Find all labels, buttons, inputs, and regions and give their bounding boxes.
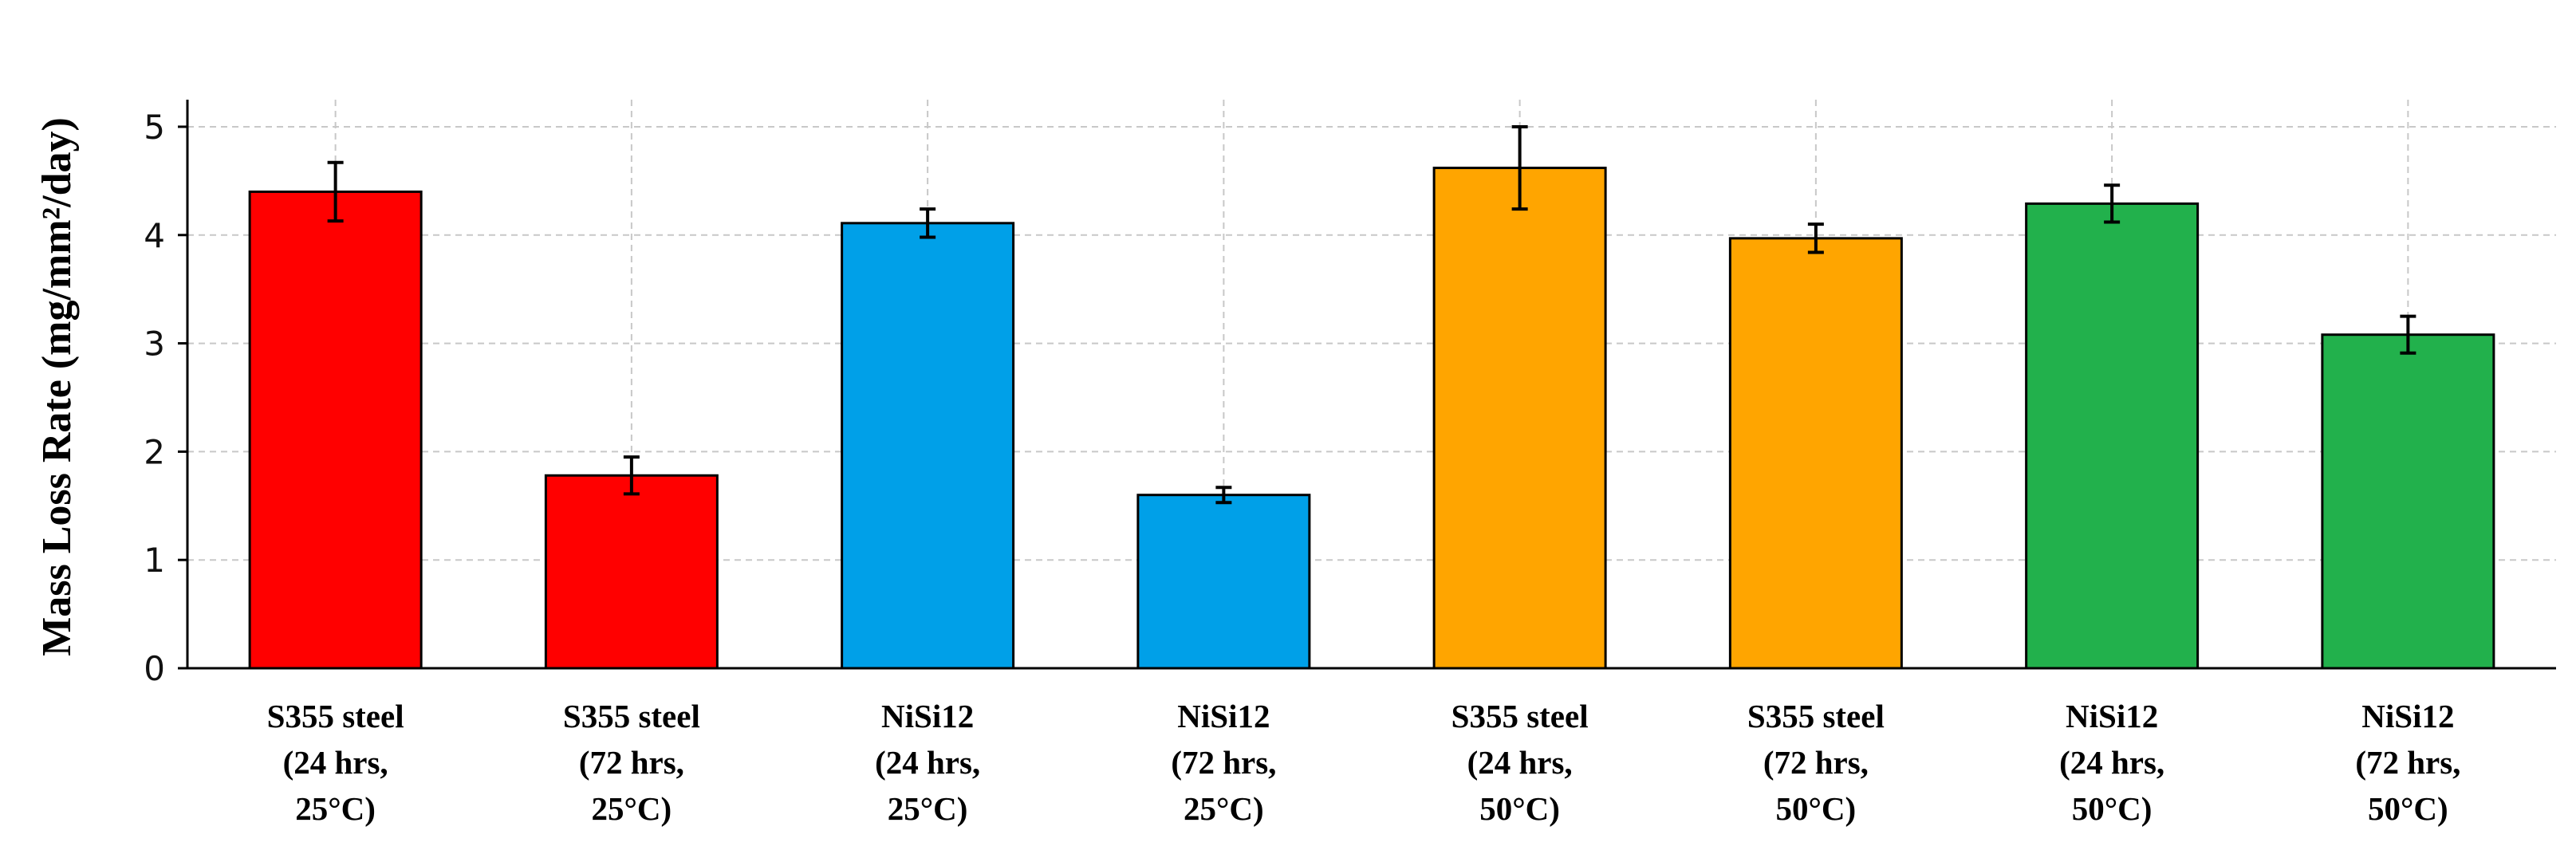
bar [1136,494,1311,670]
category-label-line: S355 steel [563,698,700,734]
category-label-line: (72 hrs, [579,744,684,781]
bar [2025,202,2200,670]
category-label-line: (72 hrs, [1763,744,1869,781]
y-tick-label: 3 [144,325,165,364]
category-label-line: S355 steel [1451,698,1589,734]
y-tick-label: 0 [144,649,165,688]
category-label-line: (24 hrs, [1467,744,1573,781]
category-label-line: NiSi12 [881,698,974,734]
axes [186,100,2556,670]
category-label-line: (24 hrs, [283,744,388,781]
category-label-line: 25°C) [1184,790,1264,827]
y-tick-labels: 0 1 2 3 4 5 [144,108,187,688]
category-label-line: 25°C) [888,790,968,827]
error-bar [623,455,640,496]
grid-lines [187,100,2556,668]
category-label: NiSi12 (72 hrs, 25°C) [1171,698,1276,827]
category-label: NiSi12 (24 hrs, 25°C) [875,698,980,827]
error-bars [327,124,2416,505]
category-label: S355 steel (24 hrs, 50°C) [1451,698,1589,827]
bar [248,190,423,670]
category-label-line: 50°C) [2072,790,2153,827]
category-label-line: 50°C) [1776,790,1857,827]
category-label: S355 steel (24 hrs, 25°C) [267,698,404,827]
bar [841,222,1015,670]
category-label-line: 50°C) [1479,790,1560,827]
category-labels: S355 steel (24 hrs, 25°C) S355 steel (72 hrs… [267,698,2461,827]
error-bar [1215,486,1232,505]
category-label-line: (24 hrs, [875,744,980,781]
error-bar [327,160,344,223]
error-bar [1807,222,1824,254]
bar [2321,333,2495,670]
error-bar [2104,183,2121,224]
bar [1728,237,1903,670]
error-bar [920,207,936,239]
error-bar [1511,124,1528,211]
category-label-line: (24 hrs, [2059,744,2164,781]
category-label-line: 50°C) [2368,790,2448,827]
y-axis-label: Mass Loss Rate (mg/mm²/day) [34,117,80,656]
error-bar [2400,314,2416,355]
category-label-line: NiSi12 [1177,698,1270,734]
category-label-line: S355 steel [267,698,404,734]
category-label-line: 25°C) [295,790,376,827]
y-tick-label: 4 [144,216,165,255]
y-tick-label: 1 [144,541,165,580]
category-label-line: NiSi12 [2066,698,2158,734]
y-tick-label: 5 [144,108,165,147]
category-label-line: S355 steel [1747,698,1885,734]
bars [248,167,2495,670]
category-label: S355 steel (72 hrs, 50°C) [1747,698,1885,827]
category-label-line: (72 hrs, [2355,744,2460,781]
category-label: S355 steel (72 hrs, 25°C) [563,698,700,827]
bar [1432,167,1607,670]
y-tick-label: 2 [144,432,165,471]
category-label: NiSi12 (24 hrs, 50°C) [2059,698,2164,827]
category-label: NiSi12 (72 hrs, 50°C) [2355,698,2460,827]
bar [544,474,719,670]
category-label-line: NiSi12 [2361,698,2454,734]
category-label-line: (72 hrs, [1171,744,1276,781]
category-label-line: 25°C) [592,790,672,827]
